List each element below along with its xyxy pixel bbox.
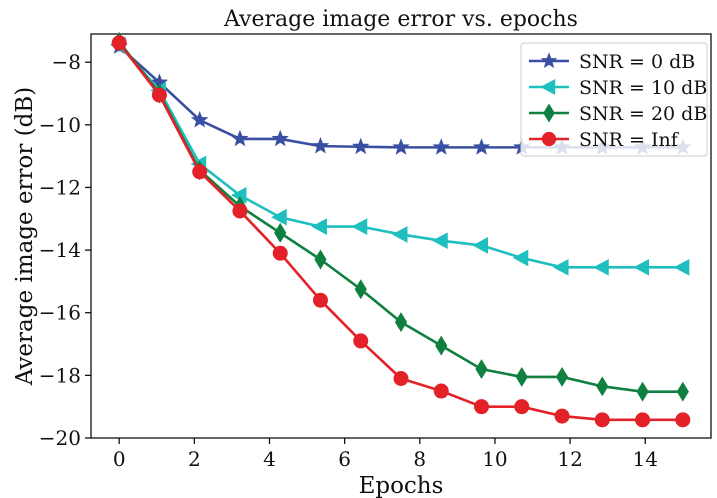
data-point (271, 129, 289, 147)
y-tick-label: −12 (39, 175, 81, 199)
y-axis-label: Average image error (dB) (12, 87, 38, 386)
data-point (555, 366, 569, 387)
data-point (314, 249, 327, 270)
data-point (541, 131, 557, 147)
data-point (594, 412, 610, 428)
data-point (515, 366, 528, 387)
plot-frame (90, 33, 712, 439)
data-point (675, 412, 691, 428)
data-point (354, 279, 367, 300)
data-point (392, 138, 410, 155)
data-point (151, 87, 167, 103)
legend-label: SNR = 20 dB (579, 103, 707, 125)
x-tick-label: 4 (263, 447, 276, 471)
data-point (472, 138, 491, 155)
data-point (394, 312, 408, 333)
data-point (636, 381, 649, 402)
data-point (432, 232, 448, 250)
data-point (514, 399, 530, 415)
x-tick-label: 0 (113, 447, 126, 471)
legend-item: SNR = Inf (529, 129, 680, 151)
x-tick-label: 8 (413, 447, 426, 471)
x-tick-label: 2 (188, 447, 201, 471)
data-point (433, 383, 449, 399)
data-point (232, 203, 248, 219)
legend-label: SNR = Inf (579, 129, 680, 151)
legend-box (520, 42, 708, 157)
data-point (554, 408, 570, 424)
data-point (540, 52, 558, 69)
x-tick-label: 14 (633, 447, 658, 471)
x-axis: 0 2 4 6 8 10 12 14 (113, 438, 658, 471)
data-point (474, 399, 490, 415)
chart-title: Average image error vs. epochs (223, 7, 578, 32)
data-point (432, 138, 450, 155)
data-point (593, 258, 609, 276)
y-tick-label: −14 (39, 238, 81, 262)
data-point (312, 292, 328, 308)
data-point (540, 79, 556, 95)
data-point (391, 226, 408, 243)
data-point (475, 359, 488, 380)
data-point (676, 381, 689, 402)
legend-item: SNR = 10 dB (529, 77, 707, 99)
y-tick-label: −18 (39, 363, 81, 387)
y-axis: −20 −18 −16 −14 −12 −10 −8 (39, 50, 91, 450)
data-point (472, 237, 489, 254)
data-point (311, 218, 327, 235)
x-tick-label: 6 (338, 447, 351, 471)
data-point (635, 412, 651, 428)
series-layer (110, 31, 692, 428)
data-point (393, 370, 409, 386)
data-point (673, 258, 690, 276)
data-point (552, 258, 569, 276)
legend-item: SNR = 0 dB (529, 51, 695, 73)
y-tick-label: −10 (39, 113, 81, 137)
data-point (191, 110, 209, 128)
data-point (596, 376, 609, 397)
data-point (111, 35, 127, 51)
data-point (353, 333, 369, 349)
data-point (311, 136, 330, 154)
data-point (351, 218, 368, 235)
x-tick-label: 12 (557, 447, 582, 471)
data-point (512, 249, 529, 267)
x-tick-label: 10 (482, 447, 507, 471)
x-axis-label: Epochs (359, 473, 444, 498)
legend-label: SNR = 0 dB (579, 51, 695, 73)
legend: SNR = 0 dB SNR = 10 dB SNR = 20 dB SNR = In… (520, 42, 708, 157)
data-point (231, 129, 249, 147)
legend-label: SNR = 10 dB (579, 77, 707, 99)
y-tick-label: −16 (39, 301, 81, 325)
y-tick-label: −20 (39, 426, 81, 450)
data-point (633, 258, 650, 276)
y-tick-label: −8 (52, 50, 81, 74)
data-point (435, 335, 448, 356)
series-4 (111, 35, 691, 428)
data-point (271, 208, 287, 226)
legend-item: SNR = 20 dB (529, 103, 707, 125)
data-point (352, 137, 370, 155)
data-point (543, 103, 555, 123)
data-point (192, 164, 208, 180)
data-point (274, 222, 287, 243)
data-point (272, 245, 288, 261)
